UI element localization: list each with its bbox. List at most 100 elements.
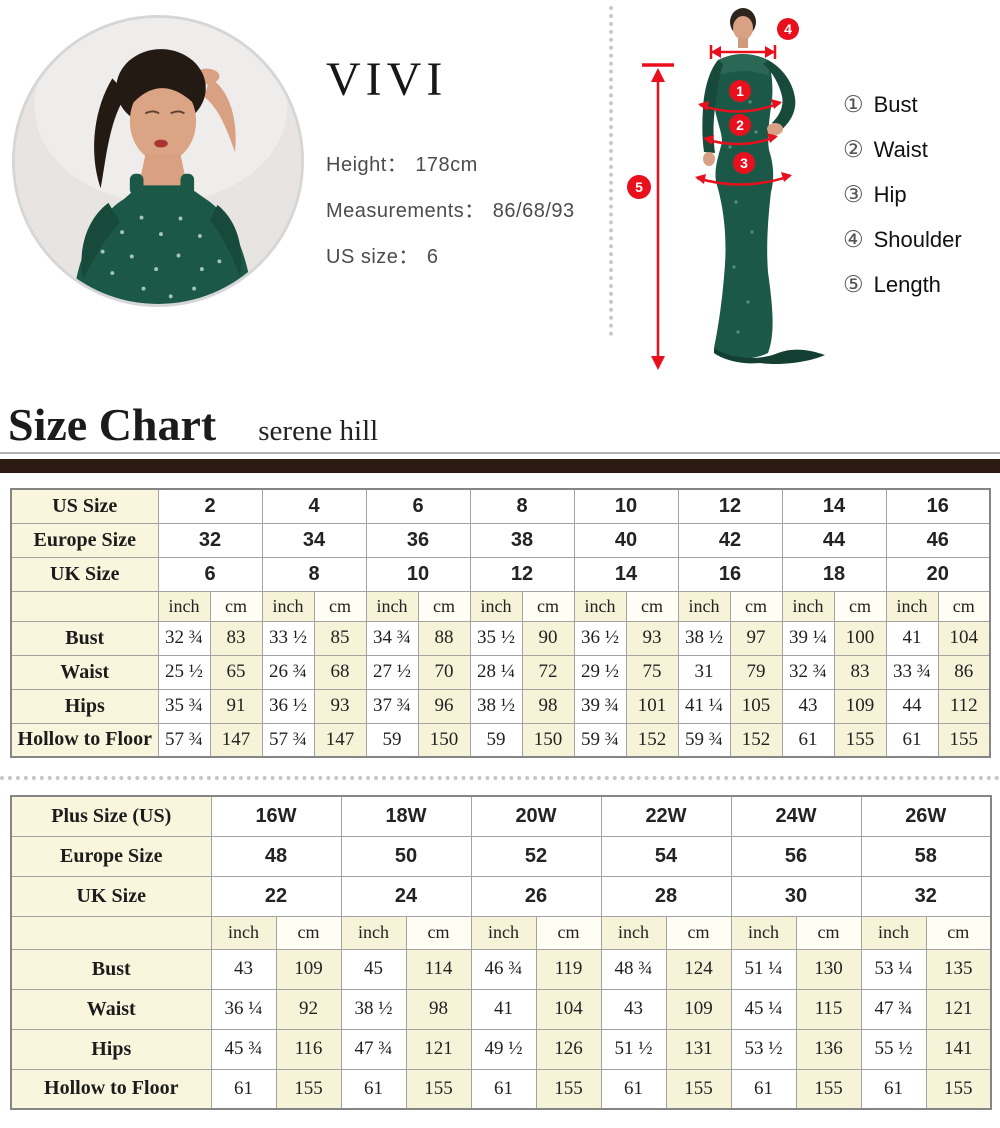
cm-unit-cell: cm: [665, 915, 732, 950]
cm-value-cell: 150: [521, 722, 575, 758]
size-header-cell: 22: [210, 875, 342, 917]
table-row: US Size 2 4 6 8 10 12 14 16: [10, 488, 991, 524]
size-header-cell: 28: [600, 875, 732, 917]
hip-number: 3: [740, 155, 748, 171]
cm-value-cell: 121: [405, 1028, 472, 1070]
size-header-cell: 26: [470, 875, 602, 917]
dress-figure-illustration: 4 1 2 3 5: [627, 8, 825, 370]
inch-value-cell: 39 ¾: [573, 688, 627, 724]
cm-value-cell: 90: [521, 620, 575, 656]
size-header-cell: 18W: [340, 795, 472, 837]
cm-value-cell: 119: [535, 948, 602, 990]
inch-value-cell: 43: [781, 688, 835, 724]
size-header-cell: 58: [860, 835, 992, 877]
size-header-cell: 16W: [210, 795, 342, 837]
cm-value-cell: 152: [625, 722, 679, 758]
heading-title: Size Chart: [8, 399, 217, 450]
legend-label: Shoulder: [873, 226, 962, 252]
measurements-label: Measurements：: [326, 200, 485, 222]
cm-value-cell: 112: [937, 688, 991, 724]
size-header-cell: 20: [885, 556, 991, 592]
inch-unit-cell: inch: [340, 915, 407, 950]
inch-value-cell: 61: [860, 1068, 927, 1110]
inch-value-cell: 47 ¾: [340, 1028, 407, 1070]
inch-unit-cell: inch: [261, 590, 315, 622]
size-header-cell: 36: [365, 522, 471, 558]
cm-value-cell: 109: [275, 948, 342, 990]
size-header-cell: 14: [781, 488, 887, 524]
model-height-line: Height： 178cm: [326, 148, 478, 177]
cm-value-cell: 126: [535, 1028, 602, 1070]
bust-number: 1: [736, 83, 744, 99]
inch-value-cell: 48 ¾: [600, 948, 667, 990]
size-header-cell: 40: [573, 522, 679, 558]
cm-value-cell: 114: [405, 948, 472, 990]
cm-value-cell: 121: [925, 988, 992, 1030]
legend-label: Bust: [873, 91, 918, 117]
divider-line: [0, 452, 1000, 454]
cm-value-cell: 105: [729, 688, 783, 724]
cm-unit-cell: cm: [209, 590, 263, 622]
size-header-cell: 42: [677, 522, 783, 558]
cm-value-cell: 79: [729, 654, 783, 690]
circled-4-icon: ④: [843, 226, 864, 252]
cm-value-cell: 91: [209, 688, 263, 724]
table-row: UK Size 6 8 10 12 14 16 18 20: [10, 556, 991, 592]
cm-value-cell: 101: [625, 688, 679, 724]
size-header-cell: 52: [470, 835, 602, 877]
row-label-cell: Hollow to Floor: [10, 722, 159, 758]
inch-value-cell: 61: [600, 1068, 667, 1110]
size-header-cell: 16: [885, 488, 991, 524]
inch-value-cell: 51 ¼: [730, 948, 797, 990]
circled-1-icon: ①: [843, 91, 864, 117]
size-header-cell: 10: [365, 556, 471, 592]
inch-unit-cell: inch: [781, 590, 835, 622]
table-row: Europe Size 48 50 52 54 56 58: [10, 835, 992, 877]
size-header-cell: 30: [730, 875, 862, 917]
us-size-label: US size：: [326, 246, 419, 268]
cm-unit-cell: cm: [833, 590, 887, 622]
cm-value-cell: 83: [209, 620, 263, 656]
inch-value-cell: 35 ¾: [157, 688, 211, 724]
table-row: Waist 25 ½ 65 26 ¾ 68 27 ½ 70 28 ¼ 72 29 ½ 75 31 79 3…: [10, 654, 991, 690]
cm-value-cell: 155: [275, 1068, 342, 1110]
size-header-cell: 44: [781, 522, 887, 558]
size-header-cell: 54: [600, 835, 732, 877]
table-row: Hollow to Floor 61 155 61 155 61 155 61 155 61 155…: [10, 1068, 992, 1110]
inch-value-cell: 61: [210, 1068, 277, 1110]
inch-value-cell: 41: [470, 988, 537, 1030]
inch-value-cell: 41: [885, 620, 939, 656]
vertical-dotted-divider: [609, 6, 613, 336]
inch-value-cell: 32 ¾: [157, 620, 211, 656]
cm-value-cell: 70: [417, 654, 471, 690]
inch-value-cell: 53 ½: [730, 1028, 797, 1070]
legend-label: Length: [873, 271, 941, 297]
inch-value-cell: 36 ½: [261, 688, 315, 724]
row-label-cell: Europe Size: [10, 835, 212, 877]
size-chart-heading: Size Chart serene hill: [8, 398, 378, 451]
inch-value-cell: 27 ½: [365, 654, 419, 690]
standard-size-table: US Size 2 4 6 8 10 12 14 16 Europe Size 32 34 36 38 40…: [10, 488, 991, 758]
hip-arrow: [696, 174, 791, 186]
bust-arrow: [699, 101, 781, 113]
inch-value-cell: 57 ¾: [157, 722, 211, 758]
model-measurements-line: Measurements： 86/68/93: [326, 194, 575, 223]
cm-unit-cell: cm: [417, 590, 471, 622]
inch-value-cell: 36 ½: [573, 620, 627, 656]
cm-value-cell: 72: [521, 654, 575, 690]
cm-value-cell: 135: [925, 948, 992, 990]
table-row: Hollow to Floor 57 ¾ 147 57 ¾ 147 59 150 59 150 5…: [10, 722, 991, 758]
size-header-cell: 4: [261, 488, 367, 524]
row-label-cell: UK Size: [10, 875, 212, 917]
row-label-cell: Hips: [10, 1028, 212, 1070]
inch-unit-cell: inch: [860, 915, 927, 950]
shoulder-number: 4: [784, 21, 792, 37]
model-us-size-line: US size： 6: [326, 240, 439, 269]
cm-value-cell: 152: [729, 722, 783, 758]
size-header-cell: 32: [157, 522, 263, 558]
inch-value-cell: 59 ¾: [677, 722, 731, 758]
size-header-cell: 38: [469, 522, 575, 558]
inch-unit-cell: inch: [469, 590, 523, 622]
cm-value-cell: 155: [937, 722, 991, 758]
